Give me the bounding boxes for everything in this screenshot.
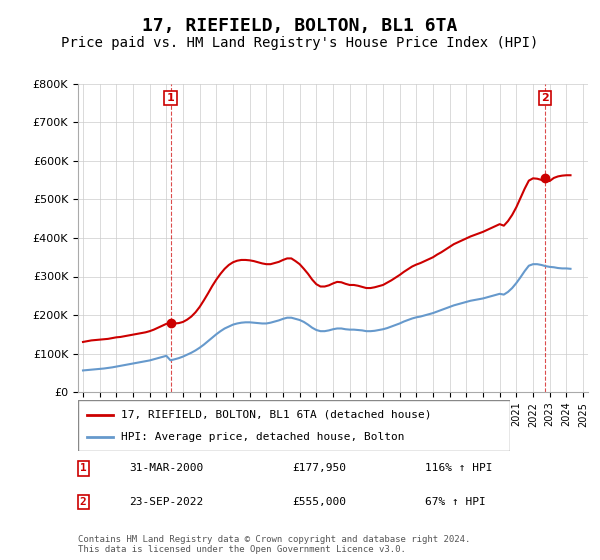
Text: 2: 2 (541, 93, 549, 103)
FancyBboxPatch shape (78, 400, 510, 451)
Text: 67% ↑ HPI: 67% ↑ HPI (425, 497, 485, 507)
Text: £177,950: £177,950 (292, 463, 346, 473)
Text: 17, RIEFIELD, BOLTON, BL1 6TA: 17, RIEFIELD, BOLTON, BL1 6TA (142, 17, 458, 35)
Text: 23-SEP-2022: 23-SEP-2022 (129, 497, 203, 507)
Text: 1: 1 (80, 463, 86, 473)
Text: £555,000: £555,000 (292, 497, 346, 507)
Text: 17, RIEFIELD, BOLTON, BL1 6TA (detached house): 17, RIEFIELD, BOLTON, BL1 6TA (detached … (121, 409, 432, 419)
Text: 2: 2 (80, 497, 86, 507)
Text: HPI: Average price, detached house, Bolton: HPI: Average price, detached house, Bolt… (121, 432, 404, 442)
Text: Price paid vs. HM Land Registry's House Price Index (HPI): Price paid vs. HM Land Registry's House … (61, 36, 539, 50)
Text: 1: 1 (167, 93, 175, 103)
Text: 116% ↑ HPI: 116% ↑ HPI (425, 463, 493, 473)
Text: 31-MAR-2000: 31-MAR-2000 (129, 463, 203, 473)
Text: Contains HM Land Registry data © Crown copyright and database right 2024.
This d: Contains HM Land Registry data © Crown c… (78, 535, 470, 554)
